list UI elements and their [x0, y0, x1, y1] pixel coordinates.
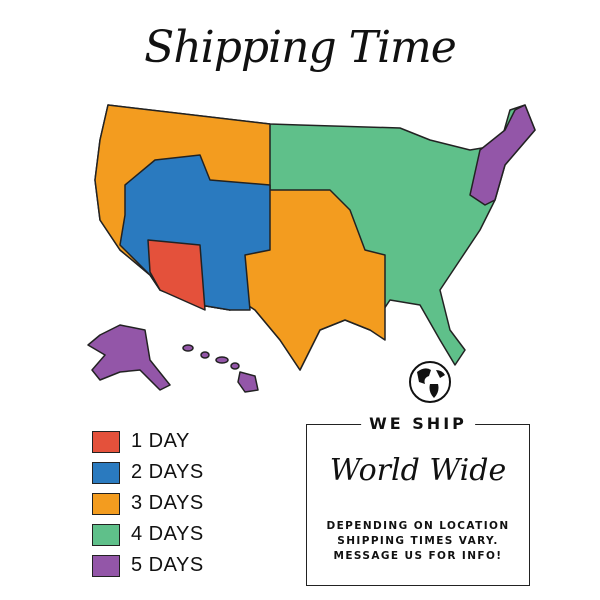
info-script-text: World Wide [329, 453, 507, 488]
region-1-day [147, 239, 206, 311]
legend-label: 2 DAYS [131, 461, 204, 483]
region-5-days-hawaii [182, 344, 259, 393]
legend-item-3-days: 3 DAYS [92, 488, 204, 519]
worldwide-info-box: WE SHIP World Wide DEPENDING ON LOCATION… [306, 414, 530, 586]
legend-label: 4 DAYS [131, 523, 204, 545]
legend-label: 5 DAYS [131, 554, 204, 576]
globe-icon [409, 361, 451, 403]
legend-swatch [92, 523, 120, 546]
legend-item-4-days: 4 DAYS [92, 519, 204, 550]
legend-item-5-days: 5 DAYS [92, 550, 204, 581]
legend-swatch [92, 554, 120, 577]
info-line: SHIPPING TIMES VARY. [337, 535, 499, 547]
legend-item-1-day: 1 DAY [92, 426, 204, 457]
page-title: Shipping Time [144, 22, 457, 73]
legend-label: 3 DAYS [131, 492, 204, 514]
info-body: DEPENDING ON LOCATION SHIPPING TIMES VAR… [307, 519, 529, 564]
legend-label: 1 DAY [131, 430, 190, 452]
region-5-days-alaska [87, 324, 171, 391]
info-line: DEPENDING ON LOCATION [326, 520, 510, 532]
info-line: MESSAGE US FOR INFO! [333, 550, 503, 562]
legend-swatch [92, 430, 120, 453]
legend-item-2-days: 2 DAYS [92, 457, 204, 488]
legend: 1 DAY 2 DAYS 3 DAYS 4 DAYS 5 DAYS [92, 426, 204, 581]
info-heading: WE SHIP [361, 414, 475, 434]
legend-swatch [92, 492, 120, 515]
region-5-days-northeast [469, 104, 536, 206]
legend-swatch [92, 461, 120, 484]
